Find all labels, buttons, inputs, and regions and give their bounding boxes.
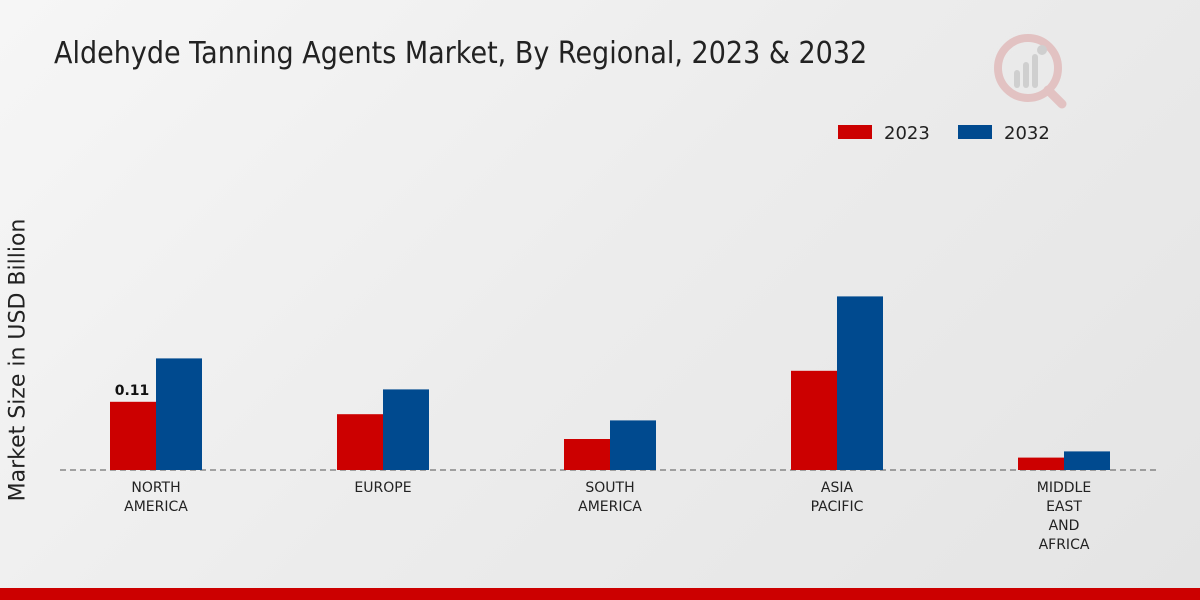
x-tick-label-line: PACIFIC [811,499,864,515]
bar-2032-0 [156,358,202,470]
bar-2023-4 [1018,457,1064,470]
x-tick-label-4: MIDDLE EAST AND AFRICA [1037,480,1091,553]
x-tick-label-line: AMERICA [578,499,642,515]
x-tick-label-line: EAST [1046,499,1082,515]
x-tick-label-3: ASIA PACIFIC [811,480,864,515]
bar-2032-3 [837,296,883,470]
x-tick-label-line: AND [1049,518,1080,534]
x-tick-label-line: NORTH [131,480,180,496]
bar-2023-3 [791,370,837,470]
x-tick-label-line: MIDDLE [1037,480,1091,496]
data-label-0: 0.11 [115,383,150,399]
x-tick-label-line: EUROPE [354,480,411,496]
bar-2023-1 [337,414,383,470]
legend-label-2032: 2032 [1004,123,1050,144]
x-tick-label-line: SOUTH [585,480,634,496]
bar-2032-4 [1064,451,1110,470]
x-tick-label-line: AMERICA [124,499,188,515]
brand-logo-icon [994,34,1067,109]
x-tick-label-line: AFRICA [1039,537,1090,553]
x-tick-label-1: EUROPE [354,480,411,496]
bottom-accent-bar [0,588,1200,600]
bar-2032-1 [383,389,429,470]
chart-title: Aldehyde Tanning Agents Market, By Regio… [54,36,868,71]
legend-label-2023: 2023 [884,123,930,144]
x-tick-label-2: SOUTH AMERICA [578,480,642,515]
legend-swatch-2032 [958,125,992,139]
x-tick-label-0: NORTH AMERICA [124,480,188,515]
bar-2032-2 [610,420,656,470]
bar-2023-0 [110,401,156,470]
x-tick-label-line: ASIA [821,480,854,496]
legend-swatch-2023 [838,125,872,139]
bar-2023-2 [564,439,610,470]
